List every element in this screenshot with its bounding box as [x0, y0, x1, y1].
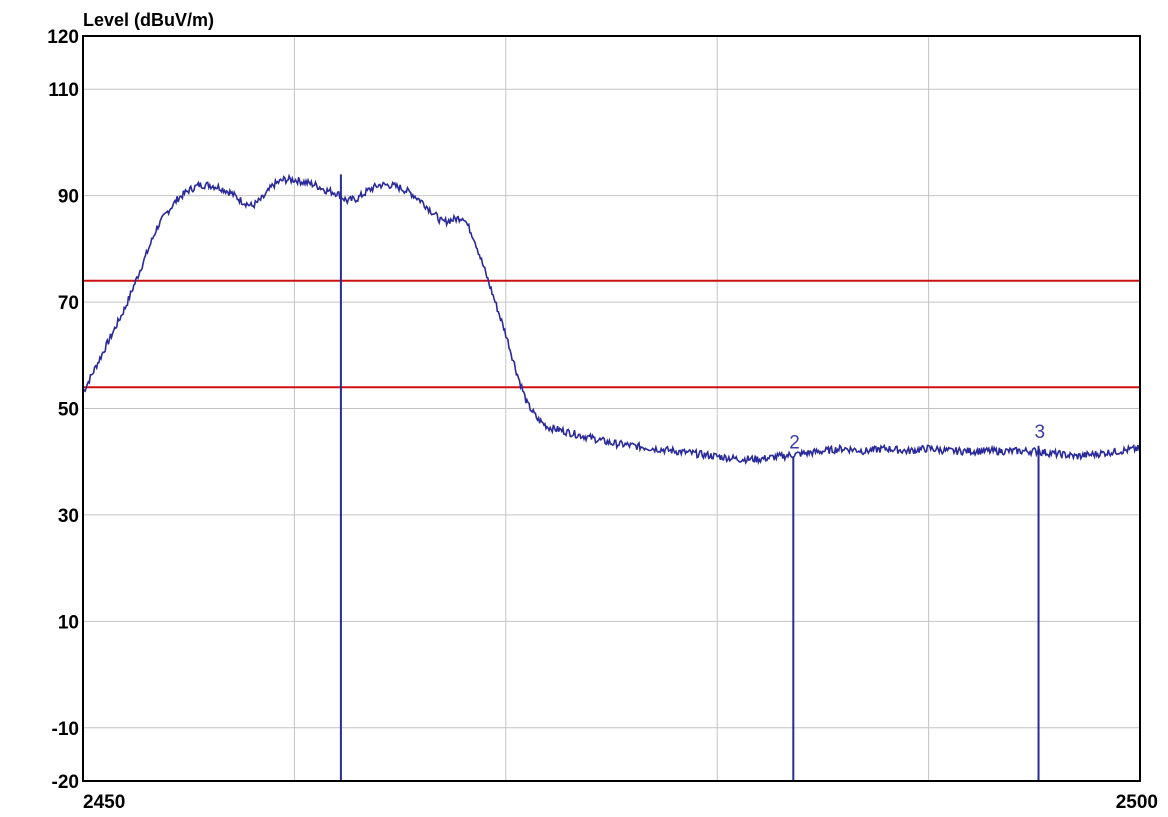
- y-tick-label: 70: [58, 293, 79, 314]
- x-tick-label: 2450: [83, 792, 125, 813]
- y-tick-label: 120: [47, 27, 79, 48]
- plot-frame: [82, 35, 1141, 782]
- limit-lines: [83, 279, 1140, 389]
- trace-group: [82, 173, 1141, 466]
- x-tick-labels: 2450 2500: [83, 792, 1158, 813]
- y-tick-label: 30: [58, 506, 79, 527]
- marker-label: 3: [1035, 422, 1046, 443]
- y-tick-label: 110: [48, 80, 79, 101]
- trace-line: [82, 173, 1141, 466]
- y-tick-label: -20: [52, 772, 79, 793]
- y-tick-labels: 120 110 90 70 50 30 10 -10 -20: [47, 27, 79, 793]
- y-tick-label: -10: [52, 719, 79, 740]
- x-tick-label: 2500: [1116, 792, 1158, 813]
- grid-lines: [83, 35, 1140, 782]
- y-tick-label: 50: [58, 400, 79, 421]
- y-axis-label: Level (dBuV/m): [83, 10, 214, 30]
- y-tick-label: 90: [58, 187, 79, 208]
- y-tick-label: 10: [58, 612, 79, 633]
- markers: 23: [339, 174, 1046, 781]
- marker-label: 2: [789, 432, 800, 453]
